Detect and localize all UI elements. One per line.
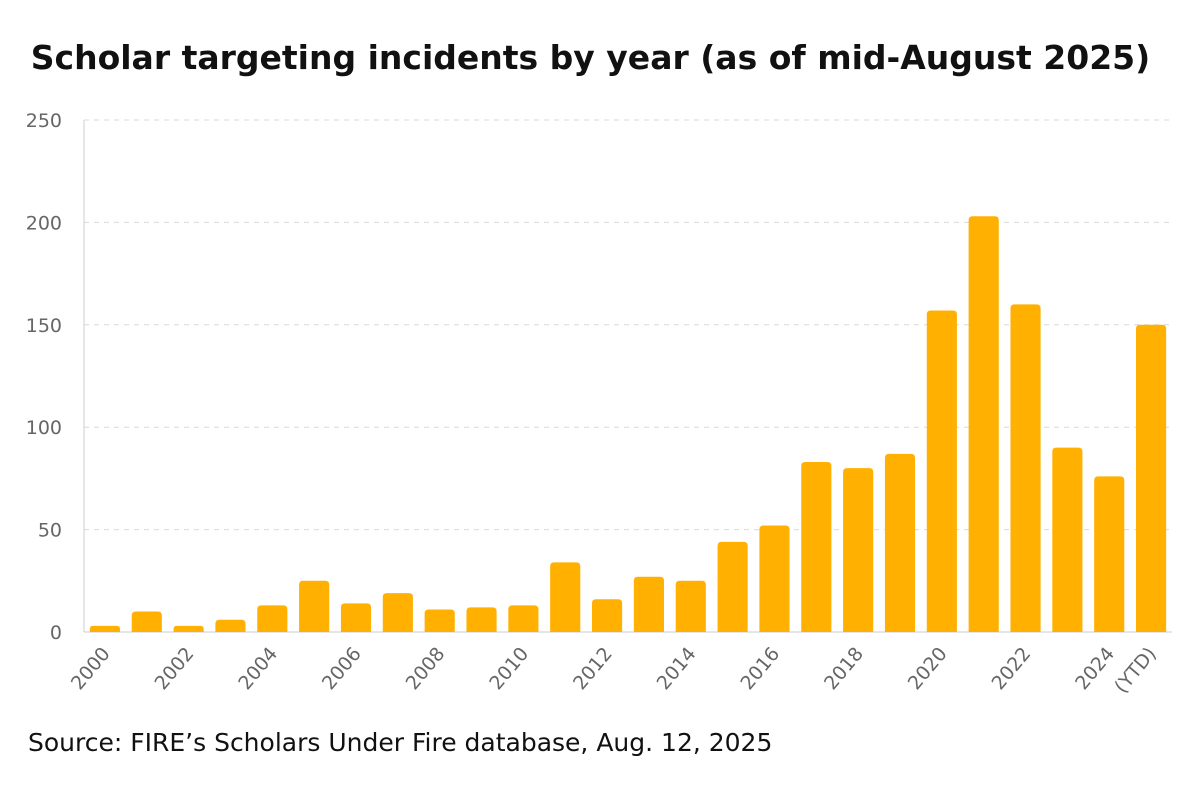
bar-2006 xyxy=(340,603,372,632)
x-tick-label: 2002 xyxy=(151,643,199,694)
bar-2019 xyxy=(884,453,916,632)
bar-2021 xyxy=(968,216,999,633)
x-tick-label: 2004 xyxy=(234,643,282,694)
source-note: Source: FIRE’s Scholars Under Fire datab… xyxy=(28,728,773,757)
y-tick-label: 100 xyxy=(26,417,62,439)
bar-2008 xyxy=(424,609,455,632)
x-tick-label: 2024 xyxy=(1071,643,1119,694)
bar-2018 xyxy=(843,468,874,632)
bar-2002 xyxy=(173,625,204,632)
y-tick-label: 0 xyxy=(50,622,62,644)
y-tick-label: 250 xyxy=(26,110,62,132)
bar-2013 xyxy=(633,576,664,632)
y-tick-label: 200 xyxy=(26,212,62,234)
x-tick-label: 2012 xyxy=(569,643,617,694)
bar-2004 xyxy=(257,605,288,632)
x-tick-label: 2006 xyxy=(318,643,366,694)
y-tick-label: 150 xyxy=(26,315,62,337)
x-tick-label: 2010 xyxy=(485,643,533,694)
bar-2020 xyxy=(926,310,957,632)
bar-2024 xyxy=(1094,476,1125,632)
bar-2025-YTD xyxy=(1136,324,1167,632)
y-axis-ticks: 0 50 100 150 200 250 xyxy=(26,110,62,644)
chart-title: Scholar targeting incidents by year (as … xyxy=(30,38,1151,77)
x-tick-label: 2018 xyxy=(820,643,868,694)
x-axis-ticks: 2000 2002 2004 2006 2008 2010 2012 2014 2016 2018… xyxy=(67,643,1161,697)
x-tick-label: (YTD) xyxy=(1110,643,1161,697)
x-tick-label: 2008 xyxy=(402,643,450,694)
bar-2017 xyxy=(801,462,832,632)
bar-2016 xyxy=(759,525,790,632)
x-tick-label: 2016 xyxy=(736,643,784,694)
bars xyxy=(89,216,1167,633)
bar-2000 xyxy=(89,625,120,632)
bar-2003 xyxy=(215,619,246,632)
bar-2015 xyxy=(717,541,748,632)
bar-chart: 0 50 100 150 200 250 2000 2002 2004 2006 2008 2010… xyxy=(26,110,1172,698)
bar-2012 xyxy=(592,599,623,632)
bar-2001 xyxy=(131,611,162,632)
y-tick-label: 50 xyxy=(38,520,62,542)
bar-2005 xyxy=(299,580,330,632)
x-tick-label: 2022 xyxy=(987,643,1035,694)
bar-2009 xyxy=(466,607,497,632)
x-tick-label: 2020 xyxy=(904,643,952,694)
bar-2010 xyxy=(508,605,539,632)
bar-2022 xyxy=(1010,304,1041,632)
bar-2011 xyxy=(550,562,581,632)
gridlines xyxy=(83,119,1172,633)
bar-2014 xyxy=(675,580,706,632)
x-tick-label: 2014 xyxy=(653,643,701,694)
bar-2007 xyxy=(382,593,413,632)
x-tick-label: 2000 xyxy=(67,643,115,694)
bar-2023 xyxy=(1052,447,1083,632)
